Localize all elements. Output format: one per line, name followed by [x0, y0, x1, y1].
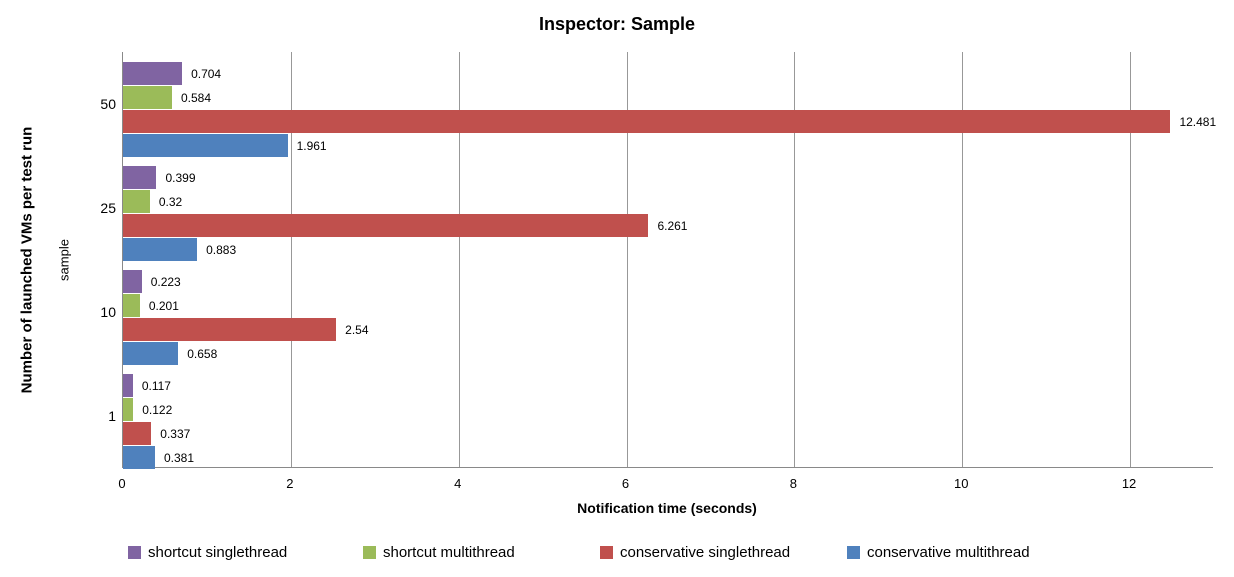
bar-shortcut-singlethread — [123, 374, 133, 397]
x-axis-tick-label: 10 — [953, 476, 969, 491]
bar-value-label: 6.261 — [657, 218, 688, 233]
legend-swatch-icon — [600, 545, 613, 559]
legend-label: conservative multithread — [867, 543, 1030, 561]
x-axis-tick-label: 6 — [621, 476, 630, 491]
bar-conservative-singlethread — [123, 110, 1171, 133]
gridline — [458, 52, 460, 467]
bar-conservative-singlethread — [123, 422, 152, 445]
gridline — [626, 52, 628, 467]
x-axis-tick-label: 0 — [118, 476, 126, 491]
bar-shortcut-singlethread — [123, 62, 183, 85]
bar-value-label: 0.658 — [187, 346, 218, 361]
bar-value-label: 0.399 — [165, 170, 196, 185]
legend-swatch-icon — [847, 545, 860, 559]
bar-value-label: 0.584 — [181, 90, 212, 105]
legend-label: shortcut multithread — [383, 543, 515, 561]
legend-item-conservative-multithread: conservative multithread — [847, 541, 1030, 563]
y-axis-category-label: 25 — [100, 200, 116, 216]
bar-conservative-multithread — [123, 134, 288, 157]
bar-shortcut-singlethread — [123, 270, 142, 293]
bar-value-label: 0.117 — [141, 378, 171, 393]
gridline — [794, 52, 796, 467]
bar-value-label: 0.122 — [142, 402, 173, 417]
plot-area: 0.704 0.584 12.481 1.961 0.399 0.32 6.261 0.883… — [122, 52, 1217, 469]
bar-value-label: 0.883 — [206, 242, 237, 257]
bar-value-label: 0.381 — [163, 450, 194, 465]
x-axis-tick-label: 12 — [1121, 476, 1137, 491]
gridline — [290, 52, 292, 467]
x-axis-title: Notification time (seconds) — [577, 500, 757, 516]
bar-value-label: 0.704 — [191, 66, 222, 81]
bar-value-label: 1.961 — [296, 138, 327, 153]
x-axis-tick-label: 2 — [286, 476, 294, 491]
bar-value-label: 0.223 — [150, 274, 181, 289]
legend: shortcut singlethread shortcut multithrea… — [0, 541, 1234, 563]
bar-shortcut-multithread — [123, 86, 172, 109]
bar-conservative-multithread — [123, 238, 198, 261]
gridline — [962, 52, 964, 467]
legend-swatch-icon — [128, 545, 141, 559]
bar-shortcut-multithread — [123, 294, 140, 317]
bar-value-label: 0.32 — [158, 194, 183, 209]
x-axis-tick-label: 8 — [789, 476, 797, 491]
gridline — [1130, 52, 1132, 467]
bar-conservative-singlethread — [123, 318, 337, 341]
x-axis-tick-label: 4 — [454, 476, 462, 491]
legend-label: conservative singlethread — [620, 543, 791, 561]
bar-value-label: 12.481 — [1179, 114, 1217, 129]
y-axis-subtitle: sample — [56, 239, 72, 281]
y-axis-title: Number of launched VMs per test run — [18, 126, 36, 394]
y-axis-category-label: 1 — [108, 408, 116, 424]
bar-value-label: 0.337 — [160, 426, 191, 441]
bar-value-label: 2.54 — [345, 322, 369, 337]
legend-swatch-icon — [363, 545, 376, 559]
bar-conservative-multithread — [123, 446, 155, 469]
legend-item-shortcut-singlethread: shortcut singlethread — [128, 541, 287, 563]
legend-label: shortcut singlethread — [148, 543, 288, 561]
legend-item-conservative-singlethread: conservative singlethread — [600, 541, 790, 563]
bar-value-label: 0.201 — [148, 298, 179, 313]
bar-shortcut-multithread — [123, 190, 150, 213]
chart-title: Inspector: Sample — [538, 14, 696, 34]
y-axis-category-label: 10 — [100, 304, 116, 320]
bar-conservative-multithread — [123, 342, 179, 365]
bar-conservative-singlethread — [123, 214, 649, 237]
bar-shortcut-multithread — [123, 398, 134, 421]
y-axis-category-label: 50 — [100, 96, 116, 112]
bar-shortcut-singlethread — [123, 166, 157, 189]
legend-item-shortcut-multithread: shortcut multithread — [363, 541, 515, 563]
